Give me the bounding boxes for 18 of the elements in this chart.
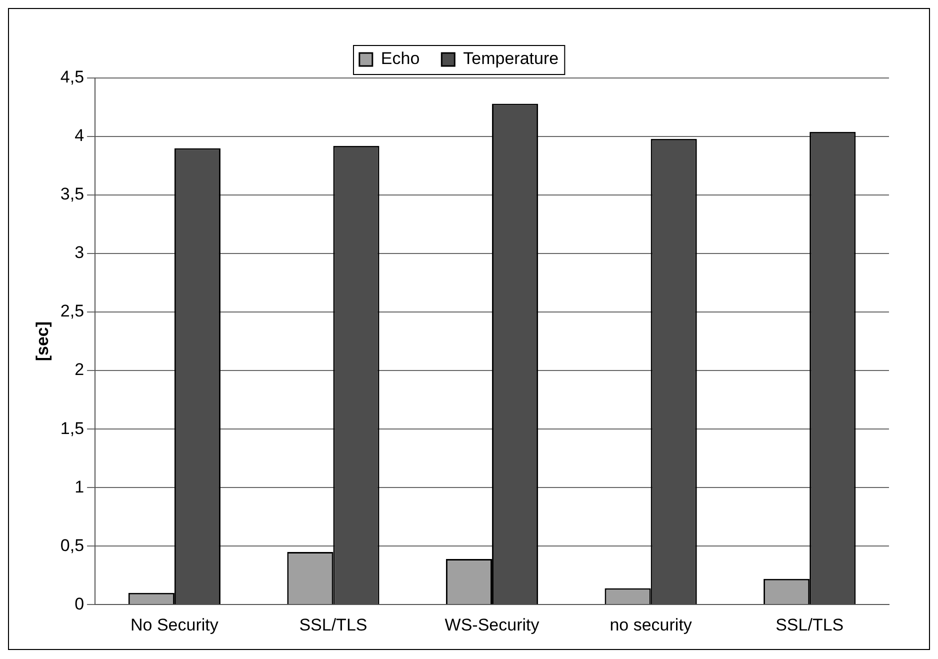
y-tick-label: 2 <box>74 360 84 380</box>
y-tick-label: 3 <box>74 243 84 262</box>
legend-label: Temperature <box>463 49 559 68</box>
legend-label: Echo <box>380 49 420 68</box>
x-tick-label: no security <box>610 615 692 634</box>
x-tick-label: SSL/TLS <box>776 615 844 634</box>
y-tick-label: 2,5 <box>60 302 84 321</box>
y-tick-label: 0,5 <box>60 536 84 555</box>
y-tick-label: 3,5 <box>60 184 84 204</box>
y-tick-label: 4 <box>74 126 84 146</box>
x-tick-label: SSL/TLS <box>299 615 368 634</box>
y-tick-label: 1,5 <box>60 418 84 438</box>
x-tick-label: No Security <box>130 615 219 634</box>
y-tick-label: 1 <box>74 477 84 496</box>
x-tick-label: WS-Security <box>444 615 540 634</box>
y-tick-label: 4,5 <box>60 68 84 87</box>
y-tick-label: 0 <box>74 594 84 614</box>
y-axis-title: [sec] <box>32 321 52 362</box>
